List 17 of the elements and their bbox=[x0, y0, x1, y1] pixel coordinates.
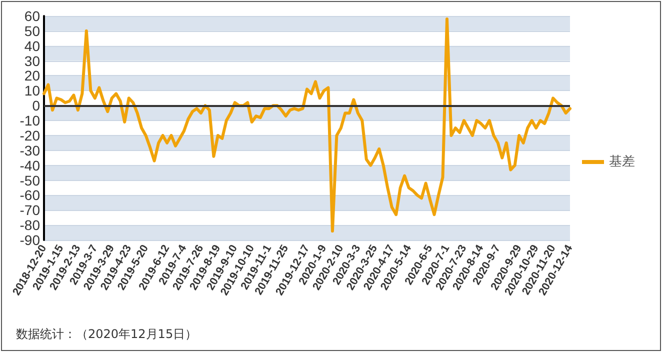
y-tick-label: -40 bbox=[20, 157, 40, 174]
y-tick-label: -30 bbox=[20, 142, 40, 158]
y-tick-label: 20 bbox=[24, 68, 40, 84]
y-tick-label: -60 bbox=[20, 187, 40, 204]
y-tick-label: 40 bbox=[24, 38, 40, 54]
y-tick-label: -80 bbox=[20, 217, 40, 234]
y-tick-label: -10 bbox=[20, 112, 40, 129]
y-tick-label: -20 bbox=[20, 127, 40, 144]
legend-label: 基差 bbox=[609, 154, 635, 170]
y-tick-label: 50 bbox=[24, 22, 40, 39]
text: 数据统计：（2020年12月15日） bbox=[16, 326, 198, 343]
y-tick-label: 30 bbox=[24, 52, 40, 69]
y-tick-label: 60 bbox=[24, 8, 40, 24]
y-tick-label: 0 bbox=[32, 98, 40, 114]
y-tick-label: -50 bbox=[20, 172, 40, 188]
y-tick-label: 10 bbox=[24, 82, 40, 99]
y-tick-label: -70 bbox=[20, 202, 40, 218]
